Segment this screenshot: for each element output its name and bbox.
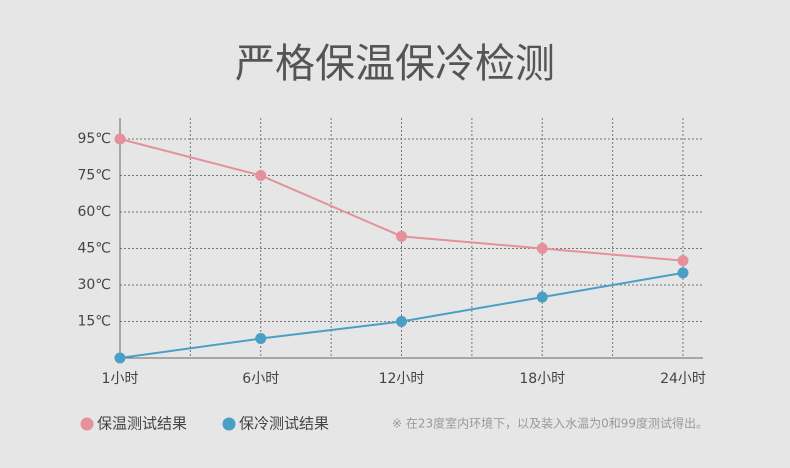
data-point (114, 352, 126, 364)
x-tick-label: 12小时 (379, 371, 425, 387)
x-tick-label: 18小时 (519, 371, 565, 387)
data-point (536, 291, 548, 303)
data-point (677, 255, 689, 267)
y-tick-label: 30℃ (77, 277, 111, 293)
data-point (536, 243, 548, 254)
y-tick-label: 95℃ (77, 131, 111, 147)
legend-label: 保温测试结果 (97, 415, 187, 433)
data-point (396, 316, 407, 327)
y-tick-label: 45℃ (77, 241, 111, 257)
legend-marker (80, 417, 94, 431)
data-point (114, 133, 126, 145)
y-tick-label: 15℃ (77, 314, 111, 330)
note: ※ 在23度室内环境下，以及装入水温为0和99度测试得出。 (392, 416, 708, 431)
data-point (677, 267, 689, 279)
data-point (255, 170, 267, 181)
x-tick-label: 6小时 (242, 371, 279, 387)
y-tick-label: 75℃ (77, 168, 111, 184)
y-tick-label: 60℃ (77, 204, 111, 220)
chart-title: 严格保温保冷检测 (235, 41, 555, 87)
data-point (396, 230, 407, 242)
x-tick-label: 24小时 (660, 371, 706, 387)
legend-marker (222, 417, 236, 431)
data-point (255, 333, 267, 345)
legend-label: 保冷测试结果 (239, 415, 329, 433)
x-tick-label: 1小时 (102, 371, 139, 387)
